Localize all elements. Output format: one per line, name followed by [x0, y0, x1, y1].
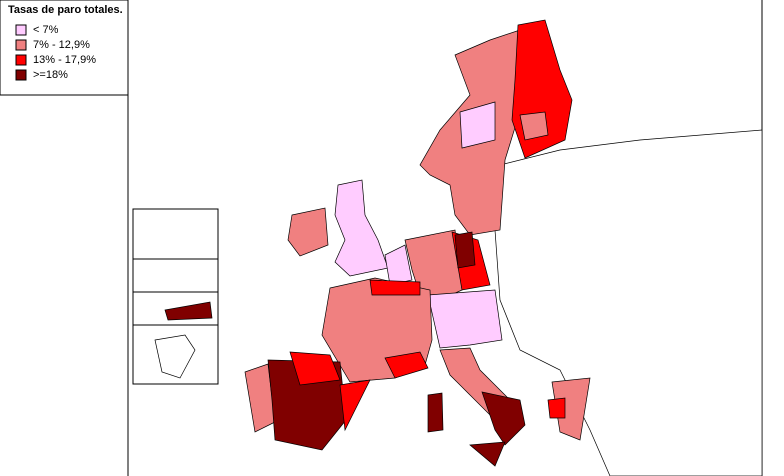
legend-label: >=18%	[33, 69, 68, 81]
legend-label: < 7%	[33, 24, 59, 36]
legend-label: 13% - 17,9%	[33, 54, 96, 66]
legend-swatch	[15, 39, 27, 51]
legend-swatch	[15, 24, 27, 36]
legend-label: 7% - 12,9%	[33, 39, 90, 51]
legend-swatch	[15, 54, 27, 66]
legend-swatch	[15, 69, 27, 81]
legend-title: Tasas de paro totales.	[8, 4, 123, 16]
map	[127, 0, 763, 476]
legend: Tasas de paro totales. < 7% 7% - 12,9% 13%…	[0, 0, 129, 96]
